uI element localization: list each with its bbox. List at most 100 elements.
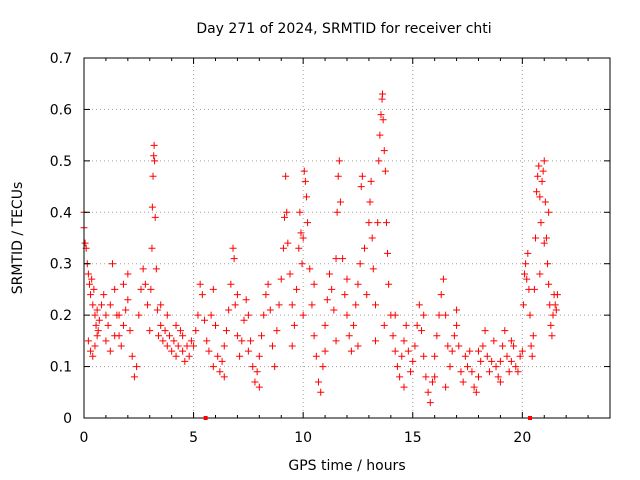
data-point — [260, 311, 268, 319]
data-point — [201, 316, 209, 324]
data-point — [111, 285, 119, 293]
data-point — [170, 337, 178, 345]
data-point — [461, 352, 469, 360]
data-point — [133, 363, 141, 371]
data-point — [446, 363, 454, 371]
data-point — [284, 239, 292, 247]
data-point — [499, 342, 507, 350]
data-point — [187, 337, 195, 345]
data-point — [409, 357, 417, 365]
data-point — [147, 285, 155, 293]
data-point — [308, 301, 316, 309]
data-point — [220, 342, 228, 350]
data-point — [192, 327, 200, 335]
data-point — [530, 285, 538, 293]
data-point — [153, 306, 161, 314]
data-point — [163, 311, 171, 319]
data-point — [516, 352, 524, 360]
data-point — [95, 316, 103, 324]
data-point — [379, 116, 387, 124]
data-point — [279, 244, 287, 252]
data-point — [384, 249, 392, 257]
data-point — [81, 239, 89, 247]
y-tick-label: 0.4 — [50, 205, 72, 221]
y-tick-label: 0.7 — [50, 51, 72, 67]
data-point — [233, 291, 241, 299]
data-point — [536, 193, 544, 201]
data-point — [98, 301, 106, 309]
data-point — [137, 285, 145, 293]
data-point — [268, 342, 276, 350]
data-point — [468, 368, 476, 376]
data-point — [496, 357, 504, 365]
data-point — [552, 306, 560, 314]
data-point — [424, 388, 432, 396]
data-point — [404, 347, 412, 355]
data-point — [146, 327, 154, 335]
data-point — [88, 275, 96, 283]
data-point — [218, 357, 226, 365]
data-point — [100, 291, 108, 299]
data-point — [371, 301, 379, 309]
data-point — [540, 157, 548, 165]
data-point — [475, 347, 482, 355]
data-point — [176, 327, 184, 335]
data-point — [503, 352, 511, 360]
data-point — [527, 342, 535, 350]
data-point — [431, 352, 439, 360]
axis-ticks — [83, 57, 611, 419]
data-point — [457, 368, 465, 376]
data-point — [501, 327, 509, 335]
data-point — [90, 285, 98, 293]
x-tick-label: 15 — [404, 430, 422, 446]
data-point — [442, 383, 450, 391]
data-point — [87, 291, 95, 299]
data-point — [538, 177, 546, 185]
data-point — [470, 383, 478, 391]
data-point — [87, 347, 95, 355]
data-point — [477, 357, 485, 365]
data-point — [492, 363, 500, 371]
y-tick-label: 0.5 — [50, 154, 72, 170]
data-point — [222, 327, 230, 335]
data-point — [376, 131, 384, 139]
data-point — [332, 255, 340, 263]
data-point — [540, 239, 548, 247]
data-point — [288, 301, 296, 309]
data-point — [385, 280, 393, 288]
data-point — [106, 347, 114, 355]
grid-lines — [84, 57, 610, 418]
data-point — [172, 321, 180, 329]
data-point — [119, 280, 127, 288]
y-tick-label: 0.1 — [50, 360, 72, 376]
data-point — [539, 167, 547, 175]
data-point — [475, 373, 482, 381]
data-point — [159, 337, 167, 345]
data-point — [420, 311, 428, 319]
data-point — [258, 332, 266, 340]
data-point — [141, 280, 149, 288]
data-point — [363, 291, 371, 299]
data-point — [494, 373, 502, 381]
data-point — [345, 332, 353, 340]
data-point — [512, 363, 520, 371]
data-point — [102, 337, 110, 345]
data-point — [369, 265, 377, 273]
data-point — [283, 208, 291, 216]
data-point — [531, 234, 539, 242]
data-point — [534, 172, 542, 180]
data-point — [151, 213, 159, 221]
data-point — [266, 306, 274, 314]
data-point — [94, 327, 102, 335]
data-point — [483, 352, 491, 360]
x-axis-marker — [528, 416, 533, 420]
data-point — [296, 208, 304, 216]
data-point — [117, 342, 125, 350]
data-point — [172, 352, 180, 360]
data-point — [426, 399, 434, 407]
data-point — [533, 188, 541, 196]
data-point — [398, 352, 406, 360]
data-point — [541, 198, 549, 206]
data-point — [367, 177, 375, 185]
data-point — [281, 213, 289, 221]
